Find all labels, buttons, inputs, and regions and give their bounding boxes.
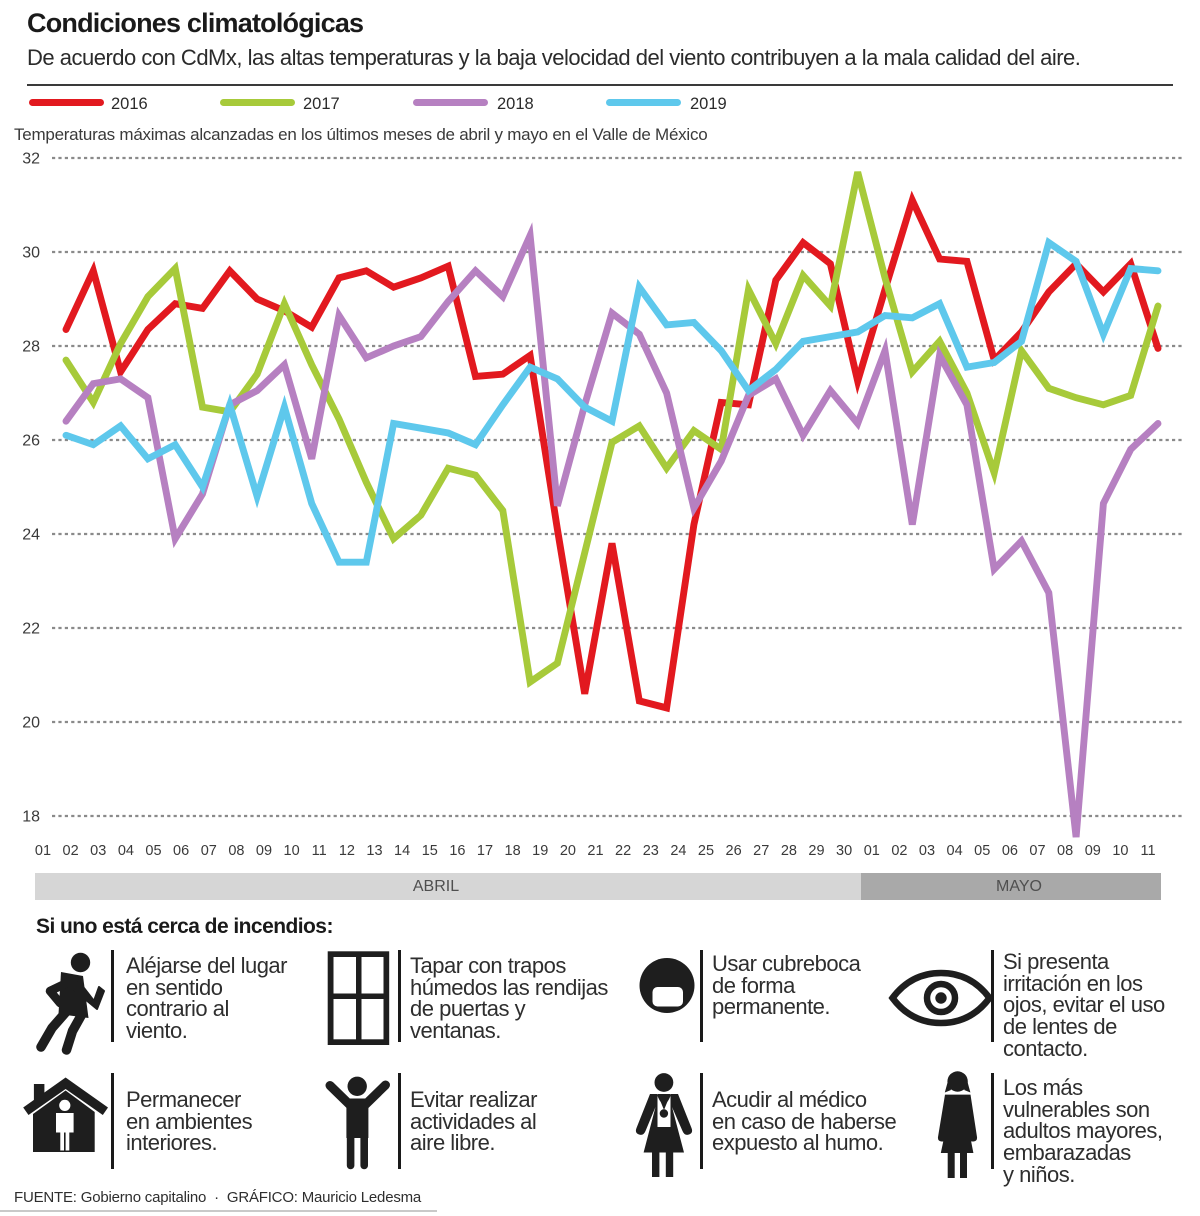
svg-text:19: 19 xyxy=(532,843,548,859)
svg-text:26: 26 xyxy=(726,843,742,859)
svg-text:18: 18 xyxy=(505,843,521,859)
svg-text:30: 30 xyxy=(22,245,40,262)
svg-text:05: 05 xyxy=(145,843,161,859)
svg-text:03: 03 xyxy=(90,843,106,859)
svg-text:16: 16 xyxy=(449,843,465,859)
svg-text:14: 14 xyxy=(394,843,410,859)
svg-text:01: 01 xyxy=(864,843,880,859)
svg-text:20: 20 xyxy=(560,843,576,859)
svg-text:03: 03 xyxy=(919,843,935,859)
svg-text:09: 09 xyxy=(256,843,272,859)
svg-text:ABRIL: ABRIL xyxy=(413,878,459,895)
svg-text:05: 05 xyxy=(974,843,990,859)
svg-text:29: 29 xyxy=(808,843,824,859)
svg-text:28: 28 xyxy=(781,843,797,859)
svg-text:12: 12 xyxy=(339,843,355,859)
svg-text:32: 32 xyxy=(22,151,40,168)
svg-text:07: 07 xyxy=(1029,843,1045,859)
svg-text:30: 30 xyxy=(836,843,852,859)
svg-text:06: 06 xyxy=(173,843,189,859)
svg-text:20: 20 xyxy=(22,715,40,732)
svg-text:24: 24 xyxy=(670,843,686,859)
svg-text:01: 01 xyxy=(35,843,51,859)
svg-text:21: 21 xyxy=(587,843,603,859)
svg-text:11: 11 xyxy=(1140,843,1155,859)
svg-text:23: 23 xyxy=(643,843,659,859)
svg-text:13: 13 xyxy=(366,843,382,859)
svg-text:09: 09 xyxy=(1085,843,1101,859)
svg-text:02: 02 xyxy=(891,843,907,859)
svg-text:MAYO: MAYO xyxy=(996,878,1042,895)
svg-text:28: 28 xyxy=(22,339,40,356)
svg-text:27: 27 xyxy=(753,843,769,859)
svg-text:17: 17 xyxy=(477,843,493,859)
svg-text:07: 07 xyxy=(201,843,217,859)
svg-text:22: 22 xyxy=(22,621,40,638)
svg-text:06: 06 xyxy=(1002,843,1018,859)
svg-text:25: 25 xyxy=(698,843,714,859)
svg-text:04: 04 xyxy=(118,843,134,859)
svg-text:08: 08 xyxy=(228,843,244,859)
svg-text:04: 04 xyxy=(947,843,963,859)
svg-text:08: 08 xyxy=(1057,843,1073,859)
svg-text:10: 10 xyxy=(284,843,300,859)
svg-text:18: 18 xyxy=(22,809,40,826)
svg-text:11: 11 xyxy=(312,843,327,859)
svg-text:10: 10 xyxy=(1112,843,1128,859)
svg-text:24: 24 xyxy=(22,527,40,544)
svg-text:22: 22 xyxy=(615,843,631,859)
svg-text:02: 02 xyxy=(63,843,79,859)
svg-text:15: 15 xyxy=(422,843,438,859)
svg-text:26: 26 xyxy=(22,433,40,450)
